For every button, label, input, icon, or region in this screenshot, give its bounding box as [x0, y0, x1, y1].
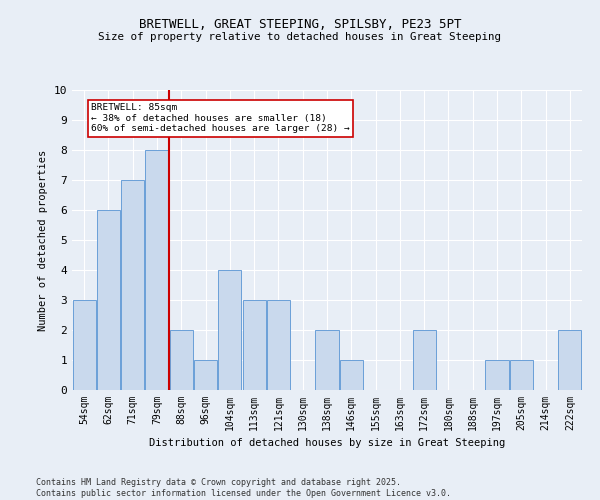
X-axis label: Distribution of detached houses by size in Great Steeping: Distribution of detached houses by size … [149, 438, 505, 448]
Bar [194, 360, 217, 390]
Bar [242, 300, 266, 390]
Text: BRETWELL: 85sqm
← 38% of detached houses are smaller (18)
60% of semi-detached h: BRETWELL: 85sqm ← 38% of detached houses… [91, 104, 350, 134]
Bar [559, 330, 581, 390]
Text: BRETWELL, GREAT STEEPING, SPILSBY, PE23 5PT: BRETWELL, GREAT STEEPING, SPILSBY, PE23 … [139, 18, 461, 30]
Bar [73, 300, 95, 390]
Bar [267, 300, 290, 390]
Y-axis label: Number of detached properties: Number of detached properties [38, 150, 48, 330]
Text: Contains HM Land Registry data © Crown copyright and database right 2025.
Contai: Contains HM Land Registry data © Crown c… [36, 478, 451, 498]
Bar [340, 360, 363, 390]
Bar [316, 330, 338, 390]
Bar [97, 210, 120, 390]
Bar [145, 150, 169, 390]
Bar [485, 360, 509, 390]
Bar [413, 330, 436, 390]
Bar [121, 180, 144, 390]
Text: Size of property relative to detached houses in Great Steeping: Size of property relative to detached ho… [98, 32, 502, 42]
Bar [170, 330, 193, 390]
Bar [218, 270, 241, 390]
Bar [510, 360, 533, 390]
